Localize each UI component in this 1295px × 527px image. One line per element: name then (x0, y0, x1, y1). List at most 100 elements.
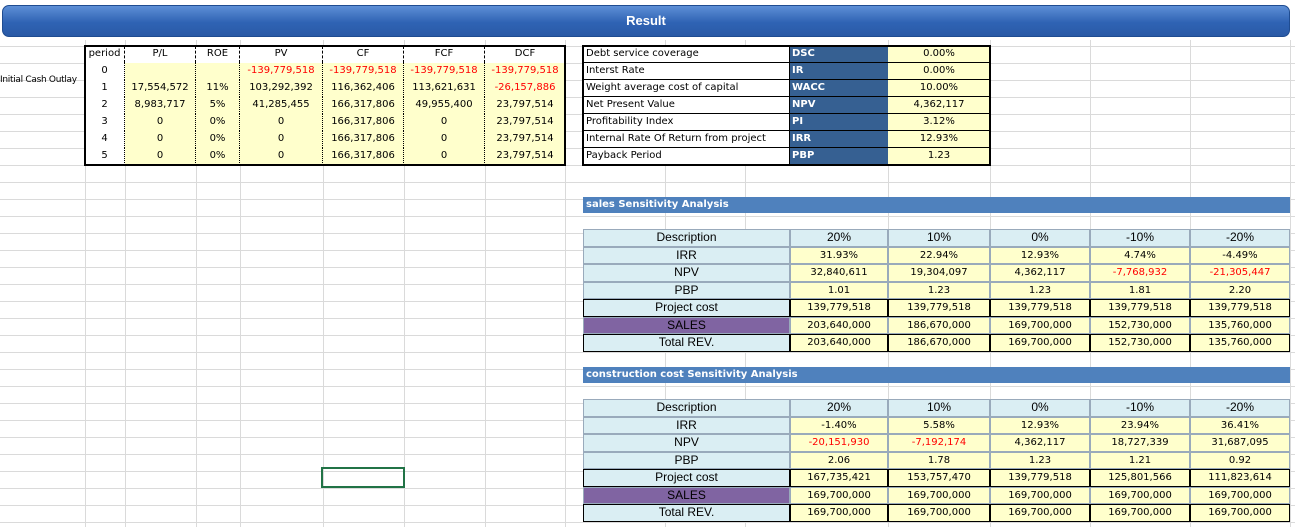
side-label: Initial Cash Outlay (0, 75, 77, 85)
summary-code: PI (790, 114, 888, 131)
cell: 1.01 (790, 281, 888, 299)
cell: 169,700,000 (1190, 504, 1290, 522)
cell: 167,735,421 (790, 469, 888, 487)
column-header: CF (323, 46, 404, 63)
summary-code: WACC (790, 80, 888, 97)
cell: -20,151,930 (790, 434, 888, 452)
cell: 22.94% (888, 246, 990, 264)
section-title: sales Sensitivity Analysis (583, 197, 1290, 213)
cell: 169,700,000 (1090, 504, 1190, 522)
row-label: Total REV. (583, 504, 790, 522)
cell: 23,797,514 (485, 131, 565, 148)
cell: 166,317,806 (323, 148, 404, 165)
column-header: period (85, 46, 125, 63)
summary-code: NPV (790, 97, 888, 114)
cell: 186,670,000 (888, 334, 990, 352)
row-label: Description (583, 399, 790, 417)
row-label: IRR (583, 416, 790, 434)
cell: 0% (196, 148, 240, 165)
cell: 5% (196, 97, 240, 114)
cell: 1 (85, 80, 125, 97)
cell: 139,779,518 (990, 469, 1090, 487)
cell: 169,700,000 (1090, 486, 1190, 504)
grid-line (0, 182, 1295, 183)
cell: 8,983,717 (125, 97, 196, 114)
cell: 1.23 (990, 281, 1090, 299)
result-header: Result (2, 5, 1290, 37)
cell: 23,797,514 (485, 97, 565, 114)
cell (196, 63, 240, 80)
cell: -4.49% (1190, 246, 1290, 264)
summary-value: 10.00% (888, 80, 990, 97)
cell: 139,779,518 (1090, 299, 1190, 317)
grid-line (240, 40, 241, 527)
cell (125, 63, 196, 80)
column-header: 0% (990, 229, 1090, 247)
summary-code: DSC (790, 46, 888, 63)
cell: 0 (125, 114, 196, 131)
summary-value: 4,362,117 (888, 97, 990, 114)
selected-cell[interactable] (321, 467, 405, 488)
cell: -7,768,932 (1090, 264, 1190, 282)
cell: 169,700,000 (990, 316, 1090, 334)
cell: 49,955,400 (404, 97, 485, 114)
column-header: -10% (1090, 399, 1190, 417)
cell: 18,727,339 (1090, 434, 1190, 452)
summary-label: Net Present Value (583, 97, 790, 114)
cell: 12.93% (990, 246, 1090, 264)
cell: 0 (404, 131, 485, 148)
cell: 1.21 (1090, 451, 1190, 469)
cell: 4 (85, 131, 125, 148)
cell: 0 (85, 63, 125, 80)
grid-line (485, 40, 486, 527)
summary-value: 0.00% (888, 63, 990, 80)
cell: 2 (85, 97, 125, 114)
cell: 103,292,392 (240, 80, 323, 97)
table-border (84, 45, 566, 166)
column-header: 10% (888, 229, 990, 247)
row-label: Project cost (583, 469, 790, 487)
summary-code: IRR (790, 131, 888, 148)
column-header: PV (240, 46, 323, 63)
cell: -21,305,447 (1190, 264, 1290, 282)
grid-line (0, 522, 1295, 523)
column-header: 10% (888, 399, 990, 417)
cell: 116,362,406 (323, 80, 404, 97)
cell: 11% (196, 80, 240, 97)
cell: 0 (125, 148, 196, 165)
column-header: 20% (790, 399, 888, 417)
column-header: P/L (125, 46, 196, 63)
cell: 169,700,000 (888, 486, 990, 504)
row-label: IRR (583, 246, 790, 264)
grid-line (0, 386, 1295, 387)
cell: 19,304,097 (888, 264, 990, 282)
cell: -139,779,518 (323, 63, 404, 80)
column-header: 20% (790, 229, 888, 247)
cell: 36.41% (1190, 416, 1290, 434)
cell: 4,362,117 (990, 264, 1090, 282)
cell: 169,700,000 (990, 334, 1090, 352)
cell: 1.78 (888, 451, 990, 469)
cell: 0 (240, 148, 323, 165)
grid-line (85, 40, 86, 527)
cell: 169,700,000 (888, 504, 990, 522)
column-header: -20% (1190, 399, 1290, 417)
cell: 23,797,514 (485, 114, 565, 131)
cell: -26,157,886 (485, 80, 565, 97)
row-label: PBP (583, 451, 790, 469)
cell: 139,779,518 (990, 299, 1090, 317)
cell: 169,700,000 (790, 504, 888, 522)
cell: 4.74% (1090, 246, 1190, 264)
cell: 17,554,572 (125, 80, 196, 97)
grid-line (0, 216, 1295, 217)
cell: 169,700,000 (1190, 486, 1290, 504)
cell: 203,640,000 (790, 316, 888, 334)
row-label: NPV (583, 434, 790, 452)
grid-line (565, 40, 566, 527)
cell: 0 (125, 131, 196, 148)
table-border (582, 45, 991, 166)
row-label: PBP (583, 281, 790, 299)
cell: 139,779,518 (790, 299, 888, 317)
column-header: ROE (196, 46, 240, 63)
